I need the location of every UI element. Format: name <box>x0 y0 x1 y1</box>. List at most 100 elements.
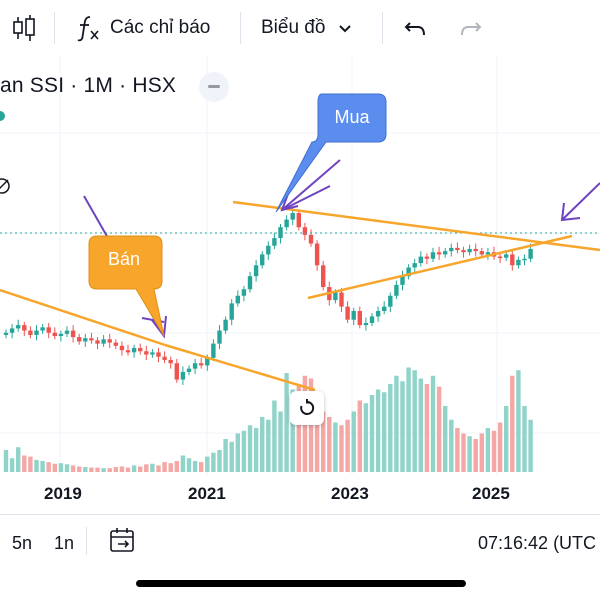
toolbar-divider <box>54 12 55 44</box>
volume-bar <box>77 466 82 472</box>
candle-body <box>351 311 356 320</box>
candle-body <box>436 252 442 255</box>
candle-body <box>375 311 381 317</box>
candle-body <box>192 363 198 369</box>
volume-bar <box>272 400 277 472</box>
volume-bar <box>430 375 436 472</box>
clock-time[interactable]: 07:16:42 (UTC <box>478 533 597 553</box>
go-to-date-icon[interactable] <box>108 527 138 555</box>
candle-body <box>516 259 521 266</box>
volume-bar <box>40 461 45 472</box>
home-indicator <box>136 580 466 587</box>
candle-body <box>400 276 405 285</box>
volume-bar <box>504 406 509 472</box>
candle-body <box>70 330 76 338</box>
undo-icon <box>404 22 425 36</box>
candle-body <box>473 248 478 252</box>
volume-bar <box>351 411 356 472</box>
volume-bar <box>211 452 216 472</box>
volume-bar <box>382 392 387 472</box>
volume-bar <box>345 419 350 472</box>
minus-icon <box>208 85 220 88</box>
candle-body <box>186 368 192 372</box>
candle-body <box>522 258 527 261</box>
candle-body <box>235 295 240 304</box>
candle-body <box>174 363 179 380</box>
candle-body <box>180 371 186 380</box>
candle-body <box>77 337 82 342</box>
candle-body <box>382 306 387 311</box>
volume-bar <box>186 458 192 472</box>
volume-bar <box>34 459 39 472</box>
volume-bar <box>528 419 533 472</box>
x-axis-year-label: 2021 <box>188 484 226 503</box>
candle-body <box>345 306 350 320</box>
candle-body <box>467 248 472 253</box>
candle-body <box>223 319 228 331</box>
candle-body <box>461 250 466 253</box>
price-chart[interactable]: Mua Bán <box>0 56 600 512</box>
sell-callout[interactable]: Bán <box>88 235 165 337</box>
candle-body <box>34 330 39 335</box>
candle-body <box>528 248 533 259</box>
candle-body <box>357 311 362 326</box>
volume-bar <box>314 406 320 472</box>
volume-bar <box>443 406 448 472</box>
candle-body <box>321 265 326 288</box>
undo-button[interactable] <box>403 0 429 56</box>
volume-bar <box>131 465 137 472</box>
candle-body <box>272 238 277 246</box>
range-5-days[interactable]: 5n <box>12 533 33 553</box>
symbol-title: an SSI · 1M · HSX <box>0 74 177 97</box>
volume-bar <box>192 461 198 472</box>
volume-bar <box>168 463 173 472</box>
indicators-button[interactable]: Các chỉ báo <box>76 0 210 56</box>
volume-bar <box>375 389 381 472</box>
volume-bar <box>107 468 112 472</box>
volume-bar <box>394 375 399 472</box>
buy-label: Mua <box>334 107 370 127</box>
volume-bar <box>119 466 125 472</box>
candle-body <box>9 328 15 333</box>
candle-body <box>28 330 33 335</box>
candle-body <box>314 243 320 266</box>
arrow-buy-annotation <box>280 159 341 212</box>
volume-bar <box>247 425 253 472</box>
volume-bar <box>235 433 240 472</box>
candle-body <box>64 330 70 334</box>
candles-icon[interactable] <box>10 0 38 56</box>
collapse-legend-button[interactable] <box>199 72 229 102</box>
candle-body <box>125 350 131 353</box>
candle-body <box>217 330 222 344</box>
volume-bar <box>308 378 314 472</box>
volume-bar <box>400 381 405 472</box>
chart-type-dropdown[interactable]: Biểu đồ <box>261 0 355 56</box>
candle-body <box>119 345 125 351</box>
trendline-support <box>307 234 573 300</box>
candle-body <box>156 352 161 357</box>
candle-body <box>369 316 375 323</box>
candle-body <box>485 252 491 255</box>
sell-label: Bán <box>108 249 140 269</box>
buy-callout[interactable]: Mua <box>275 93 387 213</box>
trendline-support-break <box>164 343 316 392</box>
volume-bar <box>22 455 27 472</box>
candle-body <box>290 213 295 220</box>
volume-bar <box>113 467 118 472</box>
trendline-left-down <box>0 288 166 347</box>
candle-body <box>211 343 216 358</box>
range-1-day[interactable]: 1n <box>54 533 75 553</box>
candle-body <box>510 254 515 266</box>
volume-bar <box>369 395 375 472</box>
redo-button[interactable] <box>457 0 483 56</box>
candle-body <box>333 292 338 301</box>
volume-bar <box>418 378 423 472</box>
volume-bar <box>491 430 497 472</box>
volume-bar <box>290 389 295 472</box>
volume-bar <box>497 422 503 472</box>
candle-body <box>168 359 173 364</box>
candle-body <box>241 289 247 296</box>
candle-body <box>52 332 57 337</box>
reset-chart-button[interactable] <box>290 391 324 425</box>
bottom-bar: 5n 1n 07:16:42 (UTC <box>0 515 600 565</box>
